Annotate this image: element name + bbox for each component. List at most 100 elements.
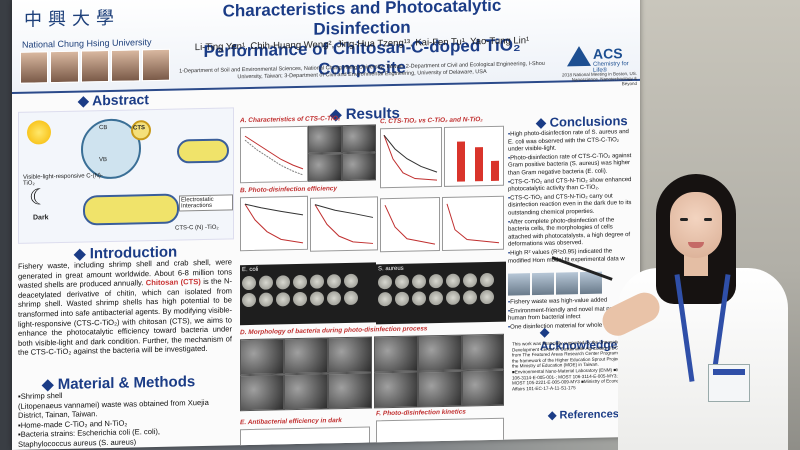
cts-label: CTS	[133, 125, 145, 132]
sem-image	[240, 374, 284, 412]
petri-dish	[480, 272, 494, 288]
name-badge	[708, 364, 750, 402]
sem-image	[374, 335, 418, 373]
petri-dishes-left: E. coli	[240, 262, 376, 326]
thumbnail-image	[508, 273, 530, 296]
smile	[688, 242, 704, 248]
cts-cn-label: CTS-C (N) -TiO₂	[175, 224, 219, 232]
materials-list: ▪Shrimp shell (Litopenaeus vannamei) was…	[18, 387, 232, 449]
panel-b-title: B. Photo-disinfection efficiency	[240, 185, 338, 195]
author-photo	[80, 49, 110, 83]
sem-image	[308, 153, 342, 182]
panel-c-title: C. CTS-TiO₂ vs C-TiO₂ and N-TiO₂	[380, 116, 483, 126]
petri-dish	[344, 273, 358, 289]
sem-image	[418, 370, 462, 408]
petri-dish	[327, 274, 341, 289]
sem-image	[328, 372, 372, 410]
petri-dish	[463, 273, 477, 288]
research-poster: 中興大學 National Chung Hsing University Cha…	[12, 0, 640, 450]
author-photos	[20, 48, 171, 84]
petri-dish	[446, 273, 460, 288]
sem-image	[374, 371, 418, 409]
author-photo	[20, 51, 49, 84]
left-eye	[680, 218, 688, 221]
thumbnail-image	[532, 272, 554, 296]
badge-stripe	[713, 369, 745, 375]
petri-dish	[412, 274, 426, 289]
plot-c-saureus	[442, 195, 504, 251]
neck	[684, 254, 708, 276]
bacteria-icon	[177, 138, 229, 164]
petri-dish	[446, 290, 460, 305]
petri-dish	[429, 273, 443, 289]
plot-b-2-svg	[314, 204, 374, 244]
moon-icon: ☾	[29, 184, 49, 210]
plot-b-1-svg	[244, 203, 304, 244]
petri-dish	[395, 274, 409, 289]
petri-dish	[276, 292, 290, 307]
sem-image	[342, 124, 376, 154]
petri-dishes-right: S. aureus	[376, 261, 506, 325]
university-logo-cn: 中興大學	[24, 7, 120, 31]
sun-icon	[27, 120, 51, 145]
petri-dish	[310, 291, 324, 306]
petri-dish	[276, 275, 290, 290]
petri-dish	[378, 292, 392, 307]
sem-image	[328, 336, 372, 374]
petri-dish	[259, 275, 273, 290]
petri-dish	[242, 275, 256, 291]
conclusion-thumbnails	[508, 271, 602, 296]
plot-c-right	[444, 125, 504, 187]
poster-header: 中興大學 National Chung Hsing University Cha…	[12, 0, 640, 94]
plot-a	[240, 125, 308, 184]
cb-label: CB	[99, 125, 108, 132]
petri-dish	[412, 291, 426, 306]
petri-dish	[378, 275, 392, 290]
acs-name: ACS	[593, 45, 623, 62]
dish-label-ecoli: E. coli	[242, 266, 259, 274]
petri-dish	[310, 274, 324, 289]
sem-image	[284, 337, 328, 375]
abstract-heading: Abstract	[78, 91, 149, 109]
sem-image	[308, 125, 342, 154]
dish-label-saureus: S. aureus	[378, 265, 404, 273]
petri-dish	[344, 290, 358, 306]
plot-b-2	[310, 196, 378, 252]
panel-d-title: D. Morphology of bacteria during photo-d…	[240, 325, 428, 337]
sem-image	[418, 334, 462, 372]
plot-b-1	[240, 195, 308, 252]
abstract-diagram: CB VB CTS Visible-light-responsive C-(N)…	[18, 107, 234, 244]
plot-c-saureus-svg	[446, 203, 500, 244]
vb-label: VB	[99, 157, 108, 164]
petri-dish	[327, 291, 341, 306]
right-eye	[704, 218, 712, 221]
petri-dish	[293, 291, 307, 307]
panel-e-title: E. Antibacterial efficiency in dark	[240, 417, 342, 427]
university-name: National Chung Hsing University	[22, 37, 152, 50]
plot-c-right-svg	[457, 141, 499, 182]
petri-dish	[395, 291, 409, 306]
sem-image	[240, 338, 284, 376]
plot-c-ecoli-svg	[384, 204, 436, 245]
dark-label: Dark	[33, 214, 49, 222]
sem-image	[462, 369, 504, 407]
author-photo	[111, 49, 140, 82]
conclusion-item: ▪High photo-disinfection rate of S. aure…	[508, 129, 629, 153]
sem-image	[284, 373, 328, 411]
plot-c-left	[380, 126, 442, 189]
acs-triangle-icon	[567, 45, 591, 67]
petri-dish	[293, 274, 307, 290]
petri-dish	[242, 292, 256, 308]
bacteria-icon	[83, 193, 179, 226]
electrostatic-label: Electrostatic Interactions	[179, 194, 233, 212]
chitosan-term: Chitosan (CTS)	[145, 277, 201, 288]
panel-f-title: F. Photo-disinfection kinetics	[376, 408, 466, 418]
sem-image	[342, 152, 376, 182]
meeting-info: 2018 National Meeting in Boston, US. Nan…	[561, 70, 637, 87]
petri-dish	[429, 290, 443, 306]
petri-dish	[463, 290, 477, 305]
petri-dish	[259, 292, 273, 307]
presenter	[597, 168, 800, 450]
plot-a-svg	[244, 135, 304, 176]
introduction-text: Fishery waste, including shrimp shell an…	[18, 257, 232, 357]
